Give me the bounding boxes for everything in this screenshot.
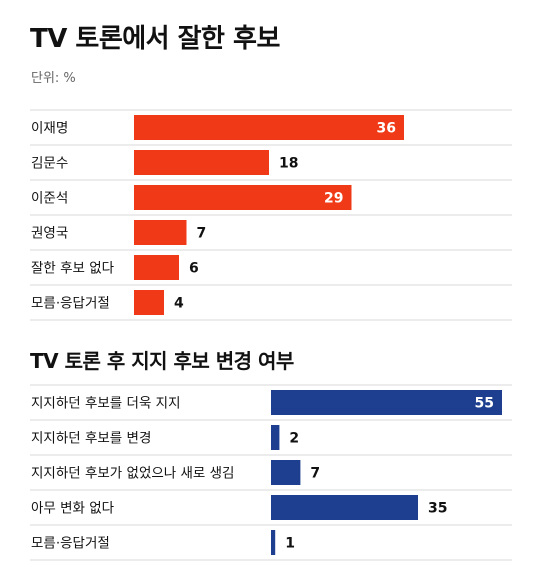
chart2-category-label: 아무 변화 없다 xyxy=(31,501,115,517)
chart2-bar xyxy=(271,530,276,555)
chart1-category-label: 이재명 xyxy=(31,121,68,137)
chart2-value-label: 35 xyxy=(428,501,447,517)
chart2-category-label: 지지하던 후보를 더욱 지지 xyxy=(31,396,181,412)
chart1-category-label: 잘한 후보 없다 xyxy=(31,261,115,277)
chart1-value-label: 18 xyxy=(279,156,298,172)
chart1-bar xyxy=(134,185,352,210)
chart1-bar xyxy=(134,220,187,245)
unit-label: 단위: % xyxy=(31,71,76,86)
chart1-title: TV 토론에서 잘한 후보 xyxy=(30,24,280,54)
chart2-value-label: 7 xyxy=(310,466,320,482)
chart1-value-label: 7 xyxy=(197,226,207,242)
chart1-value-label: 29 xyxy=(324,191,343,207)
chart2-bar xyxy=(271,425,280,450)
chart1-category-label: 이준석 xyxy=(31,191,68,207)
chart1-bar xyxy=(134,255,179,280)
chart2-title: TV 토론 후 지지 후보 변경 여부 xyxy=(30,349,294,373)
chart2-bar xyxy=(271,495,418,520)
chart1-bar xyxy=(134,150,269,175)
chart1-category-label: 권영국 xyxy=(31,226,68,242)
chart1-value-label: 36 xyxy=(377,121,396,137)
chart1-category-label: 모름·응답거절 xyxy=(31,296,110,312)
chart2-value-label: 2 xyxy=(289,431,299,447)
chart2-category-label: 지지하던 후보가 없었으나 새로 생김 xyxy=(31,466,234,482)
chart2-category-label: 지지하던 후보를 변경 xyxy=(31,431,151,447)
chart2-bar xyxy=(271,390,502,415)
chart1-category-label: 김문수 xyxy=(31,156,68,172)
chart1-value-label: 6 xyxy=(189,261,199,277)
chart2-bar xyxy=(271,460,301,485)
chart2-value-label: 1 xyxy=(285,536,295,552)
chart2-category-label: 모름·응답거절 xyxy=(31,536,110,552)
chart1-bar xyxy=(134,115,404,140)
chart1-value-label: 4 xyxy=(174,296,184,312)
chart2-value-label: 55 xyxy=(475,396,494,412)
chart1-bar xyxy=(134,290,164,315)
